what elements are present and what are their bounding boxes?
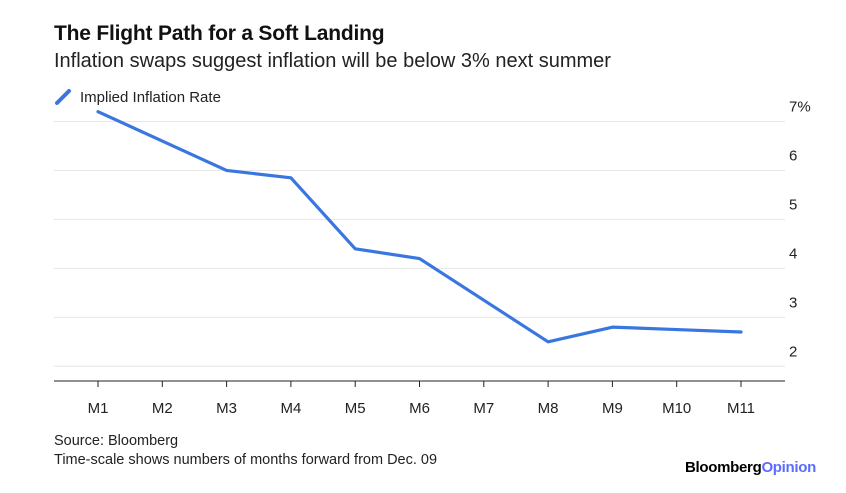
x-tick-label-M7: M7 bbox=[473, 400, 494, 417]
x-tick-label-M10: M10 bbox=[662, 400, 691, 417]
source-text: Source: Bloomberg bbox=[54, 433, 179, 449]
legend: Implied Inflation Rate bbox=[54, 88, 221, 106]
y-tick-label-5: 5 bbox=[789, 196, 797, 213]
legend-swatch-icon bbox=[55, 89, 71, 105]
brand-accent: Opinion bbox=[761, 459, 816, 476]
brand-main: Bloomberg bbox=[684, 459, 762, 476]
x-tick-label-M2: M2 bbox=[152, 400, 173, 417]
y-tick-label-2: 2 bbox=[789, 343, 797, 360]
x-tick-label-M3: M3 bbox=[216, 400, 237, 417]
brand-logo: BloombergOpinion bbox=[685, 459, 816, 476]
chart-title: The Flight Path for a Soft Landing bbox=[54, 22, 385, 45]
x-tick-label-M6: M6 bbox=[409, 400, 430, 417]
x-tick-label-M9: M9 bbox=[602, 400, 623, 417]
y-tick-label-7: 7% bbox=[789, 98, 811, 115]
x-tick-label-M1: M1 bbox=[88, 400, 109, 417]
x-tick-label-M5: M5 bbox=[345, 400, 366, 417]
chart-subtitle: Inflation swaps suggest inflation will b… bbox=[54, 50, 611, 72]
x-tick-label-M11: M11 bbox=[727, 400, 755, 417]
time-scale-note: Time-scale shows numbers of months forwa… bbox=[54, 452, 438, 468]
series-line-0 bbox=[96, 110, 743, 344]
legend-label: Implied Inflation Rate bbox=[80, 88, 221, 106]
y-tick-label-3: 3 bbox=[789, 294, 797, 311]
x-tick-label-M8: M8 bbox=[538, 400, 559, 417]
y-tick-label-4: 4 bbox=[789, 245, 797, 262]
x-tick-label-M4: M4 bbox=[280, 400, 301, 417]
y-tick-label-6: 6 bbox=[789, 147, 797, 164]
